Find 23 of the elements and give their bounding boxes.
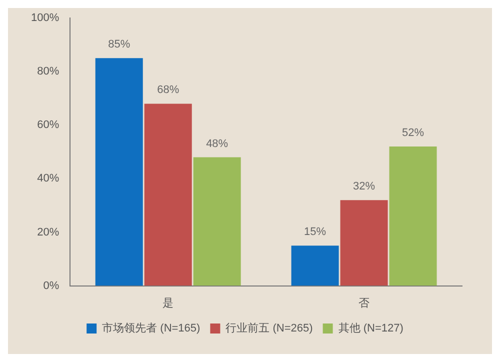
y-tick-label: 100% <box>30 12 60 24</box>
y-tick-label: 60% <box>37 119 60 132</box>
bar <box>291 246 339 286</box>
bar <box>95 58 143 286</box>
data-label: 15% <box>304 226 326 238</box>
bar <box>193 157 241 286</box>
y-tick-label: 20% <box>37 226 60 238</box>
data-label: 48% <box>206 138 228 150</box>
x-tick-label: 否 <box>358 297 370 310</box>
legend-label: 行业前五 (N=265) <box>226 322 313 335</box>
x-tick-label: 是 <box>162 297 174 310</box>
bar <box>340 200 388 286</box>
data-label: 52% <box>402 127 424 140</box>
data-label: 68% <box>157 84 180 96</box>
y-tick-label: 0% <box>43 280 60 292</box>
data-label: 32% <box>353 180 376 193</box>
legend-label: 市场领先者 (N=165) <box>102 322 200 335</box>
bar <box>144 104 192 286</box>
legend-label: 其他 (N=127) <box>338 322 404 335</box>
data-label: 85% <box>108 38 130 51</box>
y-tick-label: 80% <box>37 66 60 78</box>
bar <box>389 146 437 286</box>
y-tick-label: 40% <box>37 172 60 185</box>
